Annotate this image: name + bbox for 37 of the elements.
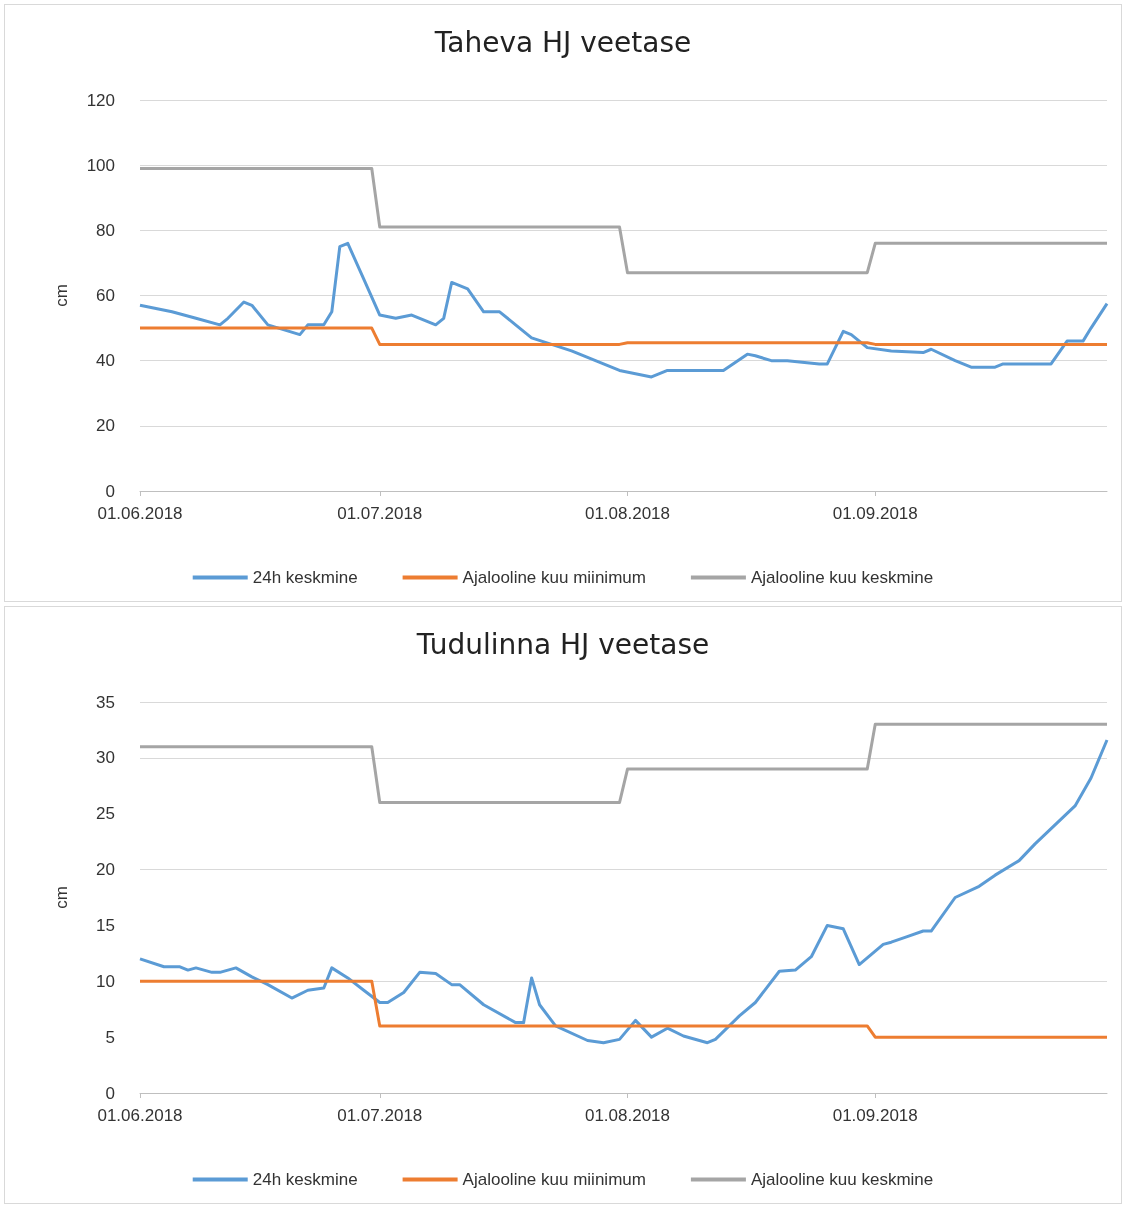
y-tick-label: 5 (105, 1027, 115, 1047)
x-tick-label: 01.06.2018 (97, 504, 183, 523)
line-series (138, 241, 1109, 379)
y-tick-label: 15 (96, 915, 115, 935)
legend-label: Ajalooline kuu miinimum (462, 568, 646, 587)
y-tick-label: 120 (86, 90, 115, 110)
x-tick-label: 01.07.2018 (337, 504, 423, 523)
y-axis-title: cm (52, 284, 71, 307)
line-series (138, 738, 1109, 1045)
x-tick-label: 01.06.2018 (97, 1106, 183, 1125)
x-tick-label: 01.08.2018 (584, 1106, 671, 1125)
legend-label: Ajalooline kuu keskmine (750, 1170, 934, 1189)
x-tick-label: 01.09.2018 (832, 1106, 918, 1125)
line-series (138, 166, 1109, 275)
y-tick-label: 25 (96, 804, 115, 824)
x-tick-label: 01.09.2018 (832, 504, 918, 523)
x-tick-label: 01.07.2018 (337, 1106, 423, 1125)
y-tick-label: 35 (96, 692, 115, 712)
chart-title: Tudulinna HJ veetase (415, 627, 710, 661)
y-tick-label: 100 (86, 155, 115, 175)
y-tick-label: 20 (96, 416, 115, 436)
y-axis-title: cm (52, 886, 71, 909)
y-tick-label: 0 (105, 1083, 115, 1103)
y-tick-label: 30 (96, 748, 115, 768)
y-tick-label: 10 (96, 971, 115, 991)
x-tick-label: 01.08.2018 (584, 504, 671, 523)
y-tick-label: 60 (96, 286, 115, 305)
y-tick-label: 40 (96, 351, 115, 371)
y-tick-label: 80 (96, 220, 115, 240)
legend-label: Ajalooline kuu keskmine (750, 568, 934, 587)
legend-label: 24h keskmine (252, 1170, 358, 1189)
y-tick-label: 0 (105, 481, 115, 501)
y-tick-label: 20 (96, 860, 115, 880)
chart-title: Taheva HJ veetase (433, 25, 692, 59)
legend-label: 24h keskmine (252, 568, 358, 587)
line-series (138, 722, 1109, 805)
legend-label: Ajalooline kuu miinimum (462, 1170, 646, 1189)
